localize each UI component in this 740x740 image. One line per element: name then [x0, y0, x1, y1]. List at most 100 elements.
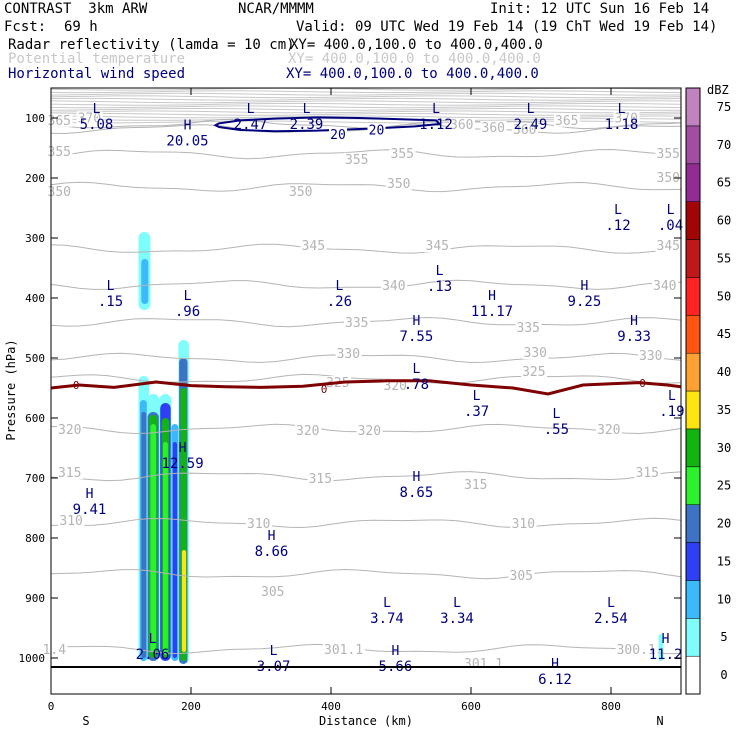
extremum-value: 2.47 — [234, 117, 268, 133]
theta-label: 350 — [387, 177, 410, 192]
theta-label-bg — [381, 278, 408, 292]
reflectivity-cell — [150, 424, 156, 652]
extremum-kind: L — [107, 279, 115, 294]
field-theta: Potential temperature — [8, 51, 186, 67]
theta-label-bg — [295, 424, 321, 437]
y-tick-label: 400 — [25, 292, 45, 305]
theta-label-bg — [41, 643, 68, 656]
model-title: CONTRAST 3km ARW — [4, 1, 148, 17]
zero-isotherm-line — [50, 379, 682, 396]
theta-label: 330 — [524, 346, 547, 361]
colorbar-label: 70 — [717, 138, 731, 152]
colorbar-label: 45 — [717, 327, 731, 341]
theta-label-bg — [300, 239, 327, 253]
extremum-kind: L — [335, 279, 343, 294]
colorbar-swatch — [685, 239, 701, 278]
theta-label-bg — [424, 239, 451, 253]
center-label: NCAR/MMMM — [238, 1, 314, 17]
theta-label: 355 — [345, 153, 368, 168]
x-tick-label: 200 — [181, 700, 201, 713]
extremum-value: .37 — [464, 404, 489, 420]
reflectivity-cell — [141, 259, 149, 304]
extremum-kind: L — [473, 389, 481, 404]
theta-label: 310 — [59, 514, 82, 529]
colorbar-swatch — [685, 618, 701, 657]
theta-label: 330 — [639, 349, 662, 364]
extremum-value: 2.06 — [136, 647, 170, 663]
theta-label-bg — [260, 584, 286, 598]
colorbar-swatch — [685, 390, 701, 430]
x-tick-label: 0 — [48, 700, 55, 713]
y-tick-label: 300 — [25, 232, 45, 245]
field-wind: Horizontal wind speed — [8, 66, 186, 82]
theta-label-bg — [638, 349, 664, 362]
zero-isotherm-label: 0 — [321, 383, 328, 396]
colorbar-swatch — [685, 87, 701, 127]
colorbar-swatch — [685, 352, 701, 392]
theta-label-bg — [386, 176, 412, 190]
theta-upper-line — [50, 90, 682, 94]
theta-isentrope — [50, 568, 682, 580]
extremum-kind: L — [614, 203, 622, 218]
theta-label: 350 — [48, 185, 71, 200]
theta-upper-line — [50, 95, 682, 99]
colorbar-swatch — [685, 163, 701, 202]
theta-label-bg — [344, 316, 370, 329]
theta-label-bg — [389, 146, 416, 160]
theta-label: 310 — [247, 517, 270, 532]
extremum-kind: L — [184, 289, 192, 304]
theta-label-bg — [634, 466, 661, 479]
theta-isentrope — [50, 148, 682, 160]
theta-label: 335 — [517, 321, 540, 336]
theta-label: 345 — [302, 239, 325, 254]
wind-layer: 20 20 — [213, 116, 442, 143]
y-tick-label: 500 — [25, 352, 45, 365]
colorbar-label: 40 — [717, 365, 731, 379]
extremum-value: 1.18 — [605, 117, 639, 133]
wind-label-bg — [367, 123, 386, 137]
colorbar-label: 5 — [720, 630, 727, 644]
x-end-south: S — [82, 714, 89, 728]
reflectivity-cell — [141, 412, 147, 658]
extremum-value: 11.17 — [471, 304, 513, 320]
forecast-hours: 69 h — [64, 19, 98, 35]
theta-label: 310 — [512, 517, 535, 532]
reflectivity-cell — [181, 550, 187, 652]
zero-isotherm-layer: 0 0 0 — [50, 377, 682, 396]
theta-label-bg — [480, 121, 507, 134]
theta-label: 300.1 — [617, 643, 656, 658]
extremum-kind: L — [93, 102, 101, 117]
colorbar-swatch — [685, 655, 701, 695]
extremum-kind: L — [383, 596, 391, 611]
colorbar-label: 20 — [717, 517, 731, 531]
init-time: Init: 12 UTC Sun 16 Feb 14 — [490, 1, 710, 17]
y-tick-label: 200 — [25, 172, 45, 185]
extremum-kind: L — [149, 632, 157, 647]
theta-label-bg — [510, 517, 537, 530]
wind-label-bg — [329, 127, 347, 141]
colorbar-swatch — [685, 504, 701, 543]
theta-label: 301.1 — [464, 657, 503, 672]
extremum-kind: H — [86, 487, 94, 502]
extremum-value: 2.54 — [594, 611, 628, 627]
field-reflectivity-xy: XY= 400.0,100.0 to 400.0,400.0 — [290, 37, 543, 53]
extremum-value: 1.12 — [419, 117, 453, 133]
theta-label-bg — [288, 185, 314, 199]
theta-label: 340 — [382, 279, 405, 294]
extremum-value: 5.08 — [80, 117, 114, 133]
theta-label-bg — [613, 111, 640, 125]
wind-contour-label: 20 — [330, 128, 346, 143]
colorbar-unit: dBZ — [707, 83, 729, 97]
colorbar-swatch — [685, 580, 701, 619]
colorbar-swatch — [685, 428, 701, 468]
theta-label: 340 — [653, 279, 676, 294]
x-tick-label: 400 — [321, 700, 341, 713]
reflectivity-cell — [163, 442, 168, 655]
theta-label-bg — [335, 347, 362, 361]
theta-upper-line — [50, 102, 682, 106]
theta-label-bg — [596, 422, 622, 436]
extremum-value: .78 — [404, 377, 429, 393]
extremum-value: 9.41 — [73, 502, 107, 518]
